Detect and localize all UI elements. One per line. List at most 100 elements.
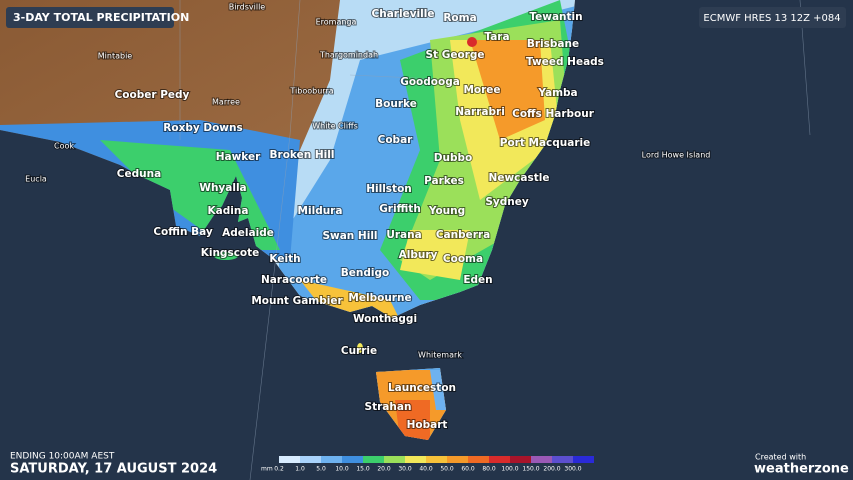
legend-swatch bbox=[573, 456, 594, 463]
place-label: Canberra bbox=[436, 229, 490, 241]
place-label: St George bbox=[425, 49, 484, 61]
place-label: Eucla bbox=[25, 175, 47, 184]
legend-label: 30.0 bbox=[398, 466, 412, 473]
legend-swatch bbox=[342, 456, 363, 463]
legend-label: 1.0 bbox=[295, 466, 305, 473]
title: 3-DAY TOTAL PRECIPITATION bbox=[13, 11, 189, 24]
date: SATURDAY, 17 AUGUST 2024 bbox=[10, 462, 217, 477]
place-label: Mildura bbox=[298, 205, 343, 217]
place-label: Eromanga bbox=[316, 18, 357, 27]
place-labels: Birdsville Eromanga Charleville Roma Tewanti… bbox=[24, 2, 711, 433]
legend-swatch bbox=[510, 456, 531, 463]
created: Created with bbox=[755, 453, 806, 462]
legend-label: 0.2 bbox=[274, 466, 284, 473]
place-label: Coffs Harbour bbox=[512, 108, 595, 120]
place-label: Goodooga bbox=[400, 76, 460, 88]
place-label: Dubbo bbox=[434, 152, 472, 164]
legend-swatch bbox=[552, 456, 573, 463]
place-label: Coffin Bay bbox=[153, 226, 213, 238]
legend-swatch bbox=[321, 456, 342, 463]
legend-swatch bbox=[447, 456, 468, 463]
place-label: Tibooburra bbox=[289, 87, 333, 96]
island bbox=[357, 343, 363, 353]
place-label: Melbourne bbox=[348, 292, 411, 304]
legend-swatch bbox=[531, 456, 552, 463]
place-label: Newcastle bbox=[489, 172, 550, 184]
legend-label: 10.0 bbox=[335, 466, 349, 473]
legend-swatch bbox=[363, 456, 384, 463]
legend-label: 50.0 bbox=[440, 466, 454, 473]
place-label: Yamba bbox=[537, 87, 577, 99]
place-label: Tara bbox=[484, 31, 509, 43]
place-label: Ceduna bbox=[117, 168, 161, 180]
title-box bbox=[6, 7, 174, 28]
place-label: Brisbane bbox=[527, 38, 579, 50]
place-label: Port Macquarie bbox=[500, 137, 591, 149]
legend-label: 80.0 bbox=[482, 466, 496, 473]
brand: weatherzone bbox=[754, 462, 849, 477]
place-label: Cooma bbox=[443, 253, 483, 265]
legend-unit: mm bbox=[261, 466, 273, 473]
place-label: Coober Pedy bbox=[115, 89, 190, 101]
place-label: Marree bbox=[212, 98, 240, 107]
place-label: Adelaide bbox=[222, 227, 274, 239]
legend-label: 300.0 bbox=[564, 466, 581, 473]
place-label: Moree bbox=[463, 84, 500, 96]
place-label: Whitemark bbox=[418, 351, 462, 360]
place-label: Urana bbox=[386, 229, 421, 241]
legend-swatch bbox=[300, 456, 321, 463]
island bbox=[214, 252, 238, 260]
legend-label: 5.0 bbox=[316, 466, 326, 473]
place-label: Sydney bbox=[485, 196, 529, 208]
place-label: Cook bbox=[54, 142, 74, 151]
place-label: Birdsville bbox=[229, 3, 266, 12]
place-label: Keith bbox=[269, 253, 300, 265]
place-label: Griffith bbox=[379, 203, 421, 215]
place-label: Strahan bbox=[365, 401, 412, 413]
legend: 0.2 1.0 5.0 10.0 15.0 20.0 30.0 40.0 50.0 60.0 80.… bbox=[274, 456, 594, 473]
legend-label: 60.0 bbox=[461, 466, 475, 473]
place-label: Parkes bbox=[424, 175, 464, 187]
place-label: Young bbox=[428, 205, 465, 217]
place-label: Wonthaggi bbox=[353, 313, 417, 325]
place-label: Bendigo bbox=[341, 267, 389, 279]
legend-swatch bbox=[405, 456, 426, 463]
place-label: Kadina bbox=[208, 205, 249, 217]
place-label: Whyalla bbox=[199, 182, 246, 194]
place-label: Mintabie bbox=[98, 52, 133, 61]
place-label: Hillston bbox=[366, 183, 412, 195]
place-label: Thargomindah bbox=[319, 51, 378, 60]
place-label: Cobar bbox=[378, 134, 414, 146]
place-label: Hobart bbox=[407, 419, 448, 431]
legend-label: 100.0 bbox=[501, 466, 518, 473]
place-label: Tweed Heads bbox=[526, 56, 604, 68]
model: ECMWF HRES 13 12Z +084 bbox=[703, 13, 840, 24]
place-label: Currie bbox=[341, 345, 377, 357]
place-label: Mount Gambier bbox=[251, 295, 343, 307]
legend-label: 200.0 bbox=[543, 466, 560, 473]
legend-swatch bbox=[426, 456, 447, 463]
place-label: Roma bbox=[443, 12, 476, 24]
place-label: Hawker bbox=[216, 151, 261, 163]
model-box bbox=[699, 7, 846, 28]
legend-swatch bbox=[384, 456, 405, 463]
ending: ENDING 10:00AM AEST bbox=[10, 452, 115, 462]
border bbox=[179, 0, 811, 480]
place-label: Eden bbox=[463, 274, 492, 286]
place-label: Roxby Downs bbox=[163, 122, 242, 134]
legend-swatch bbox=[279, 456, 300, 463]
place-label: White Cliffs bbox=[312, 122, 358, 131]
place-label: Swan Hill bbox=[322, 230, 377, 242]
place-label: Charleville bbox=[372, 8, 435, 20]
legend-swatch bbox=[489, 456, 510, 463]
legend-swatch bbox=[468, 456, 489, 463]
place-label: Bourke bbox=[375, 98, 417, 110]
legend-label: 15.0 bbox=[356, 466, 370, 473]
place-label: Albury bbox=[399, 249, 438, 261]
legend-label: 40.0 bbox=[419, 466, 433, 473]
place-label: Broken Hill bbox=[270, 149, 335, 161]
legend-label: 150.0 bbox=[522, 466, 539, 473]
legend-label: 20.0 bbox=[377, 466, 391, 473]
place-label: Kingscote bbox=[201, 247, 260, 259]
